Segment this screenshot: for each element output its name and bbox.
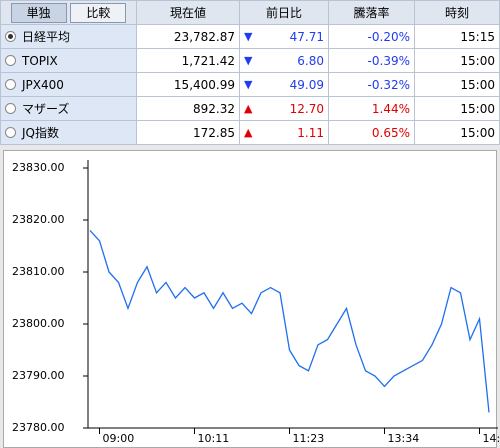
price: 892.32: [136, 96, 240, 121]
y-tick-label: 23820.00: [12, 213, 65, 226]
pct: -0.32%: [328, 72, 415, 97]
time: 15:00: [414, 96, 500, 121]
chart-panel: [3, 150, 497, 448]
time: 15:00: [414, 72, 500, 97]
name-cell: JPX400: [0, 72, 137, 97]
y-tick-label: 23830.00: [12, 161, 65, 174]
change-cell: ▼ 47.71: [239, 24, 329, 49]
radio[interactable]: [5, 127, 16, 138]
radio[interactable]: [5, 103, 16, 114]
header: 騰落率: [328, 0, 415, 25]
quote-row[interactable]: マザーズ 892.32 ▲ 12.70 1.44% 15:00: [0, 96, 500, 121]
price-line: [89, 229, 490, 413]
index-name: JQ指数: [22, 126, 59, 140]
price: 1,721.42: [136, 48, 240, 73]
change-cell: ▼ 6.80: [239, 48, 329, 73]
quote-row[interactable]: 日経平均 23,782.87 ▼ 47.71 -0.20% 15:15: [0, 24, 500, 49]
price: 23,782.87: [136, 24, 240, 49]
quote-table: 単独 比較 現在値 前日比 騰落率 時刻 日経平均 23,782.87 ▼ 47.71…: [0, 0, 500, 145]
x-tick-label: 13:34: [388, 432, 420, 445]
name-cell: 日経平均: [0, 24, 137, 49]
change: 12.70: [289, 101, 324, 116]
change: 1.11: [297, 125, 324, 140]
price: 172.85: [136, 120, 240, 145]
time: 15:15: [414, 24, 500, 49]
chart: 23780.00 23790.00 23800.00 23810.00 23820.00…: [12, 160, 500, 445]
change-cell: ▼ 49.09: [239, 72, 329, 97]
pct: 1.44%: [328, 96, 415, 121]
arrow: ▲: [244, 125, 253, 139]
y-tick-label: 23790.00: [12, 369, 65, 382]
arrow: ▼: [244, 29, 253, 43]
time: 15:00: [414, 120, 500, 145]
y-tick-label: 23810.00: [12, 265, 65, 278]
pct: -0.20%: [328, 24, 415, 49]
y-tick-label: 23800.00: [12, 317, 65, 330]
change: 6.80: [297, 53, 324, 68]
y-tick-label: 23780.00: [12, 421, 65, 434]
index-name: 日経平均: [22, 30, 71, 44]
pct: -0.39%: [328, 48, 415, 73]
quote-row[interactable]: JQ指数 172.85 ▲ 1.11 0.65% 15:00: [0, 120, 500, 145]
header: 現在値: [136, 0, 240, 25]
header: 前日比: [239, 0, 329, 25]
change-cell: ▲ 1.11: [239, 120, 329, 145]
change-cell: ▲ 12.70: [239, 96, 329, 121]
arrow: ▼: [244, 53, 253, 67]
tab[interactable]: 比較: [70, 2, 127, 23]
radio[interactable]: [5, 31, 16, 42]
arrow: ▲: [244, 101, 253, 115]
index-name: TOPIX: [22, 53, 58, 68]
change: 49.09: [289, 77, 324, 92]
x-tick-label: 11:23: [293, 432, 325, 445]
x-tick-label: 09:00: [103, 432, 135, 445]
radio[interactable]: [5, 54, 16, 66]
pct: 0.65%: [328, 120, 415, 145]
header-row: 単独 比較 現在値 前日比 騰落率 時刻: [0, 0, 500, 25]
price: 15,400.99: [136, 72, 240, 97]
index-name: JPX400: [22, 77, 64, 92]
tab-cell: 単独 比較: [0, 0, 137, 25]
quote-row[interactable]: JPX400 15,400.99 ▼ 49.09 -0.32% 15:00: [0, 72, 500, 97]
change: 47.71: [289, 29, 324, 44]
arrow: ▼: [244, 77, 253, 91]
quote-row[interactable]: TOPIX 1,721.42 ▼ 6.80 -0.39% 15:00: [0, 48, 500, 73]
name-cell: マザーズ: [0, 96, 137, 121]
x-tick-label: 10:11: [198, 432, 230, 445]
tab[interactable]: 単独: [10, 2, 67, 23]
radio[interactable]: [5, 78, 16, 90]
time: 15:00: [414, 48, 500, 73]
header: 時刻: [414, 0, 500, 25]
x-tick-label: 14:: [483, 432, 500, 445]
name-cell: TOPIX: [0, 48, 137, 73]
name-cell: JQ指数: [0, 120, 137, 145]
index-name: マザーズ: [22, 102, 70, 116]
